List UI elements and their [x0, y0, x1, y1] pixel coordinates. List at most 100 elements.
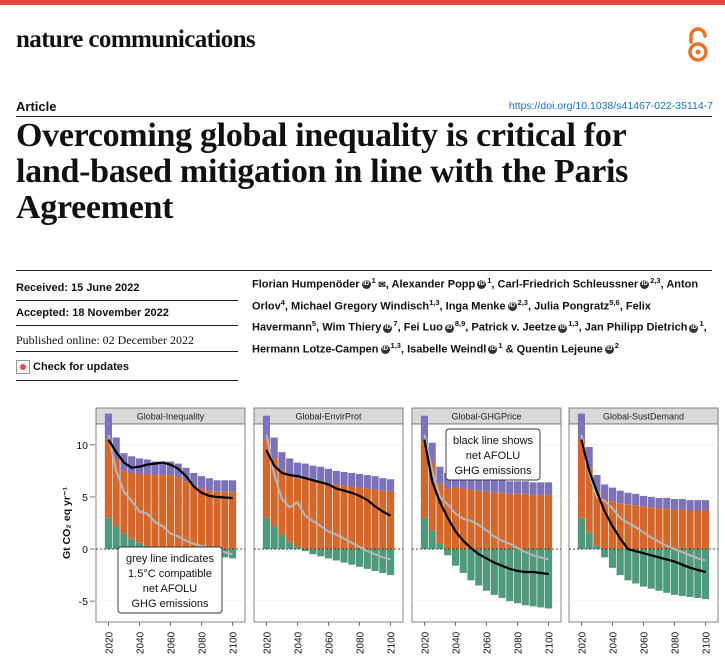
y-tick-label: -5 [79, 596, 88, 608]
meta-divider [16, 380, 238, 381]
y-tick-label: 5 [82, 492, 88, 504]
author-name[interactable]: Wim Thiery [322, 321, 382, 334]
bar-purple-segment [143, 459, 151, 475]
bar-green-segment [663, 549, 671, 593]
bar-purple-segment [537, 482, 545, 495]
bar-purple-segment [521, 481, 529, 494]
orcid-icon[interactable]: iD [488, 345, 498, 355]
x-tick-label: 2060 [640, 631, 651, 654]
orcid-icon[interactable]: iD [558, 323, 568, 333]
doi-link[interactable]: https://doi.org/10.1038/s41467-022-35114… [508, 100, 713, 112]
x-tick-label: 2080 [356, 631, 367, 654]
bar-green-segment [420, 517, 428, 550]
grey-line-annotation-line: net AFOLU [143, 583, 197, 595]
bar-orange-segment [670, 509, 679, 550]
bar-purple-segment [317, 466, 325, 482]
published-date: Published online: 02 December 2022 [16, 333, 194, 347]
author-name[interactable]: Alexander Popp [391, 278, 476, 291]
bar-green-segment [475, 549, 483, 586]
journal-name[interactable]: nature communications [16, 26, 256, 53]
bar-purple-segment [670, 499, 679, 510]
bar-orange-segment [128, 472, 136, 539]
author-name[interactable]: Fei Luo [403, 321, 443, 334]
black-line-annotation-box [445, 428, 541, 481]
grey-line-annotation-box [117, 546, 223, 614]
bar-green-segment [262, 517, 270, 550]
bar-orange-segment [348, 486, 356, 550]
orcid-icon[interactable]: iD [507, 301, 517, 311]
bar-green-segment [348, 549, 356, 565]
bar-green-segment [104, 517, 112, 550]
bar-purple-segment [601, 484, 609, 500]
author-name[interactable]: Florian Humpenöder [252, 278, 360, 291]
bar-orange-segment [655, 508, 663, 550]
x-tick-label: 2100 [229, 631, 240, 654]
bar-green-segment [702, 549, 710, 600]
bar-green-segment [601, 549, 609, 558]
bar-purple-segment [229, 480, 237, 492]
grey-line-annotation-line: 1.5°C compatible [128, 568, 212, 580]
bar-orange-segment [428, 462, 436, 531]
check-updates-label: Check for updates [33, 361, 129, 373]
bar-purple-segment [694, 500, 702, 511]
orcid-icon[interactable]: iD [640, 280, 650, 290]
orcid-icon[interactable]: iD [380, 345, 390, 355]
bar-purple-segment [529, 482, 537, 495]
author-name[interactable]: Felix Havermann [252, 300, 651, 334]
check-updates-icon [16, 360, 30, 374]
orcid-icon[interactable]: iD [604, 345, 614, 355]
bar-green-segment [577, 517, 585, 550]
top-accent-bar [0, 0, 725, 5]
meta-divider [16, 300, 238, 301]
author-name[interactable]: Isabelle Weindl [407, 343, 487, 356]
bar-purple-segment [278, 452, 286, 470]
author-name[interactable]: Hermann Lotze-Campen [252, 343, 379, 356]
bar-green-segment [506, 549, 514, 602]
author-name[interactable]: Inga Menke [445, 300, 506, 313]
black-series-line [423, 439, 549, 576]
author-name[interactable]: Jan Philipp Dietrich [584, 321, 688, 334]
bar-green-segment [467, 549, 475, 581]
bar-orange-segment [663, 508, 671, 550]
bar-orange-segment [490, 492, 498, 550]
bar-orange-segment [159, 475, 167, 550]
bar-orange-segment [702, 510, 710, 550]
author-name[interactable]: Anton Orlov [252, 278, 699, 313]
bar-orange-segment [616, 503, 624, 550]
orcid-icon[interactable]: iD [444, 323, 454, 333]
affiliation-superscript: 5,6 [609, 297, 620, 307]
bar-green-segment [451, 549, 460, 566]
bar-purple-segment [159, 461, 167, 476]
author-name[interactable]: Carl-Friedrich Schleussner [497, 278, 639, 291]
bar-purple-segment [444, 472, 452, 489]
orcid-icon[interactable]: iD [383, 323, 393, 333]
bar-green-segment [444, 549, 452, 556]
bar-orange-segment [420, 439, 428, 518]
bar-green-segment [309, 549, 317, 555]
affiliation-superscript: 1,3 [429, 297, 440, 307]
orcid-icon[interactable]: iD [361, 280, 371, 290]
bar-green-segment [270, 526, 278, 550]
author-name[interactable]: Quentin Lejeune [516, 343, 603, 356]
bar-orange-segment [293, 478, 302, 547]
affiliation-superscript: 2 [614, 340, 619, 350]
bar-purple-segment [387, 479, 395, 492]
bar-purple-segment [182, 467, 190, 482]
author-name[interactable]: Julia Pongratz [534, 300, 610, 313]
bar-purple-segment [663, 497, 671, 509]
grey-series-line [265, 434, 391, 561]
bar-orange-segment [639, 506, 648, 550]
author-name[interactable]: Patrick v. Jeetze [471, 321, 557, 334]
bar-green-segment [694, 549, 702, 599]
orcid-icon[interactable]: iD [477, 280, 487, 290]
bar-purple-segment [340, 471, 348, 486]
bar-orange-segment [221, 491, 229, 550]
x-tick-label: 2100 [545, 631, 556, 654]
bar-orange-segment [545, 494, 553, 550]
bar-orange-segment [205, 490, 213, 550]
author-name[interactable]: Michael Gregory Windisch [291, 300, 430, 313]
orcid-icon[interactable]: iD [689, 323, 699, 333]
email-icon[interactable]: ✉ [375, 279, 386, 290]
bar-orange-segment [513, 493, 522, 550]
check-for-updates-button[interactable]: Check for updates [16, 358, 129, 376]
